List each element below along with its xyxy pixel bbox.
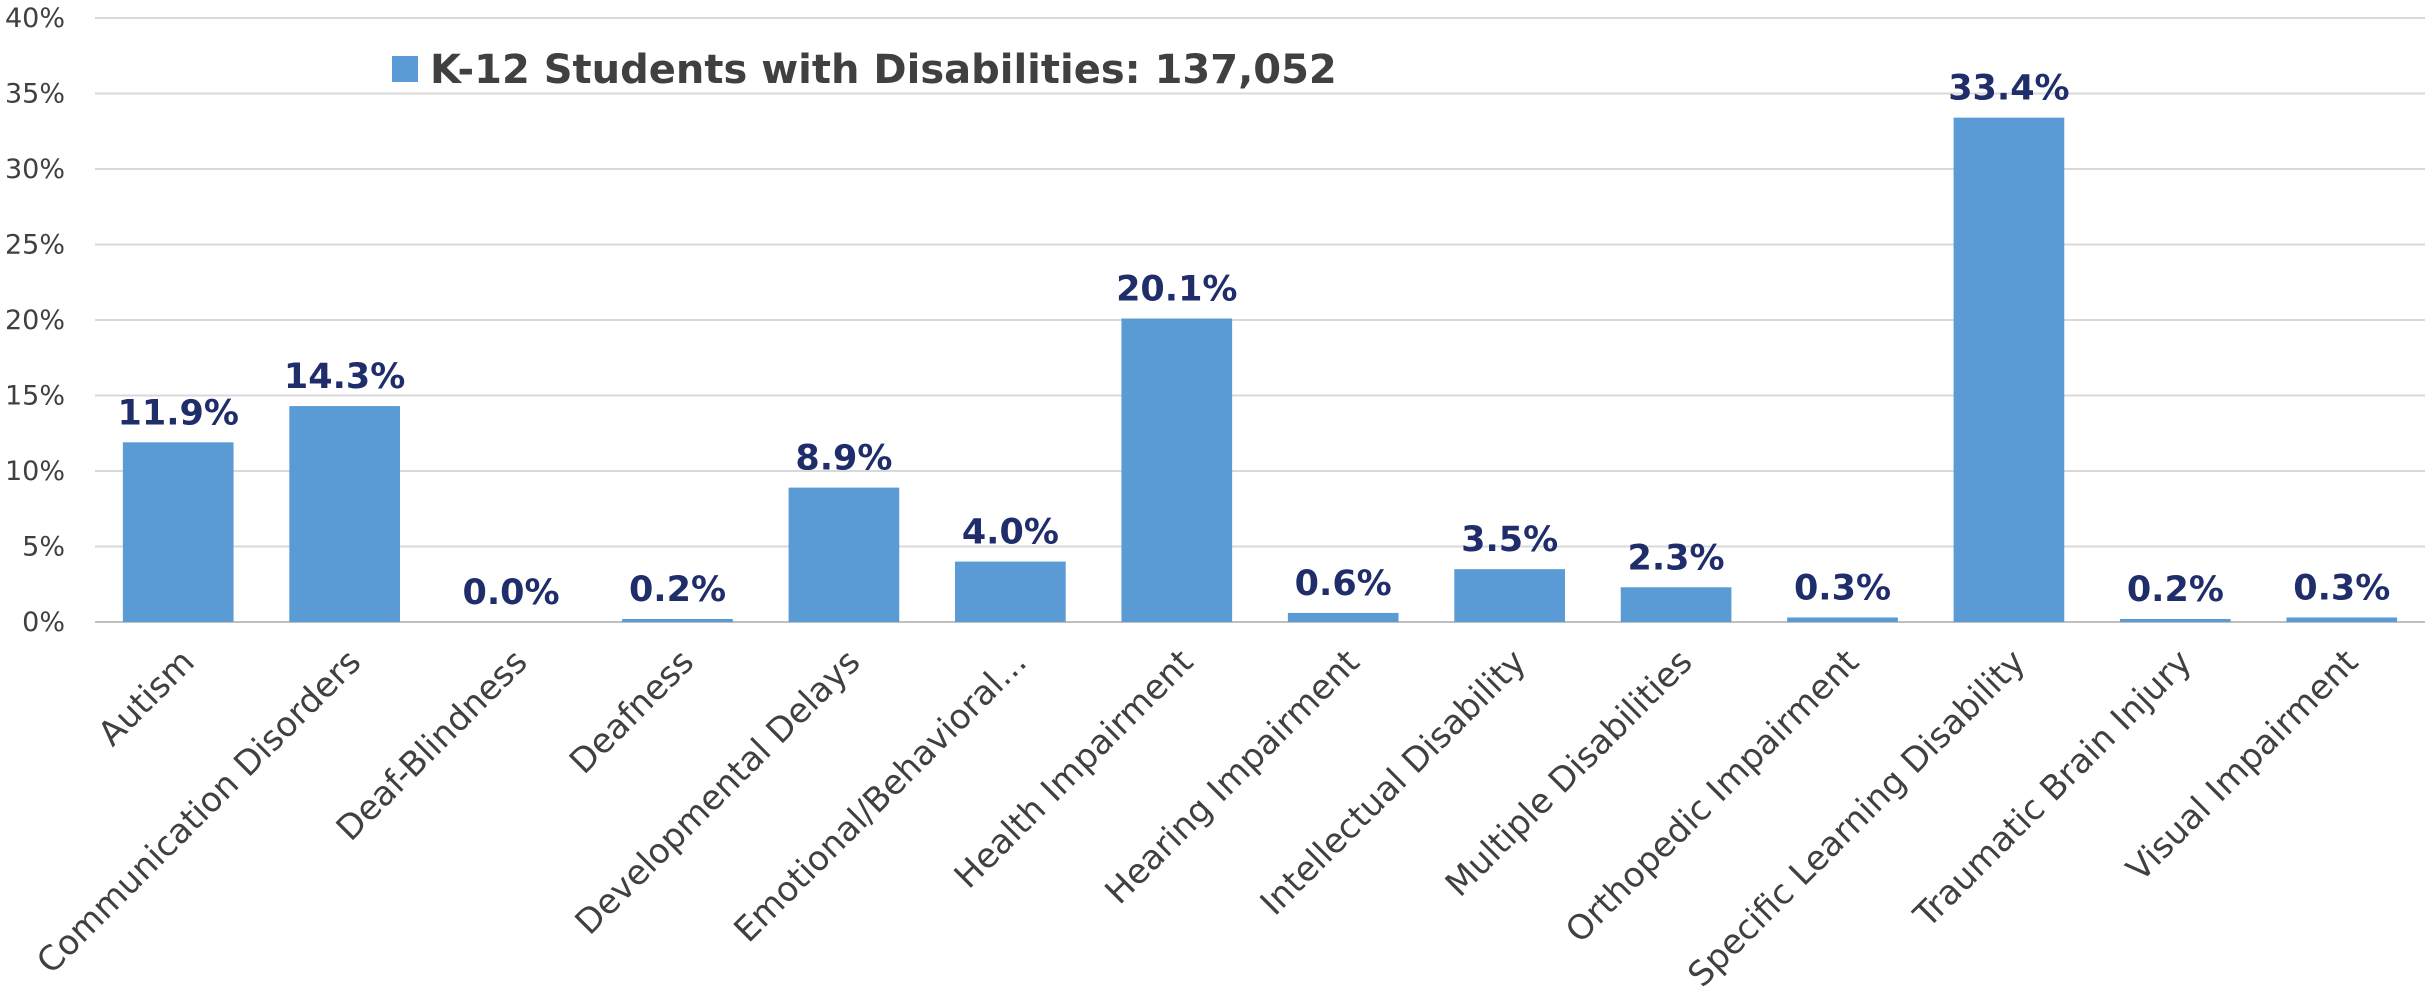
x-tick-label: Intellectual Disability [1253,642,1534,923]
bar [1287,612,1399,622]
bar [2286,617,2398,622]
data-label: 20.1% [1116,269,1237,309]
data-labels: 11.9% 14.3% 0.0% 0.2% 8.9% 4.0% 20.1% 0.6% 3.5% 2… [117,69,2390,613]
y-tick-label: 30% [5,154,65,185]
x-tick-label: Specific Learning Disability [1680,642,2033,989]
bar [122,442,234,622]
x-tick-label: Communication Disorders [29,642,369,982]
bars [122,117,2398,622]
bar [788,487,900,622]
data-label: 14.3% [284,357,405,397]
y-tick-label: 20% [5,305,65,336]
data-label: 0.3% [1794,568,1891,608]
data-label: 2.3% [1628,538,1725,578]
x-tick-label: Developmental Delays [568,642,869,943]
y-tick-label: 25% [5,230,65,261]
legend-label: K-12 Students with Disabilities: 137,052 [430,47,1337,93]
bar [2120,618,2231,622]
y-tick-label: 5% [22,532,65,563]
data-label: 4.0% [962,513,1059,553]
data-label: 0.2% [629,570,726,610]
y-tick-label: 10% [5,456,65,487]
legend-swatch [392,56,418,82]
data-label: 11.9% [117,393,238,433]
data-label: 0.3% [2293,568,2390,608]
bar [1953,117,2065,622]
x-tick-label: Traumatic Brain Injury [1906,642,2200,936]
bar [1787,617,1898,622]
y-tick-label: 40% [5,3,65,34]
y-tick-label: 35% [5,79,65,110]
y-tick-label: 0% [22,607,65,638]
legend: K-12 Students with Disabilities: 137,052 [392,47,1337,93]
y-tick-label: 15% [5,381,65,412]
x-tick-label: Orthopedic Impairment [1558,642,1867,951]
data-label: 0.0% [463,573,560,613]
bar [1620,587,1732,622]
data-label: 3.5% [1461,520,1558,560]
x-tick-label: Autism [91,642,203,754]
y-axis: 0% 5% 10% 15% 20% 25% 30% 35% 40% [5,3,65,638]
data-label: 8.9% [795,439,892,479]
data-label: 0.6% [1295,564,1392,604]
gridlines [95,17,2425,623]
x-tick-label: Emotional/Behavioral... [726,642,1034,950]
data-label: 0.2% [2127,570,2224,610]
bar [622,618,733,622]
bar [1121,318,1233,622]
x-tick-label: Deafness [562,642,702,782]
data-label: 33.4% [1948,69,2069,109]
bar [289,406,400,622]
bar [1454,569,1565,622]
bar [955,561,1066,622]
